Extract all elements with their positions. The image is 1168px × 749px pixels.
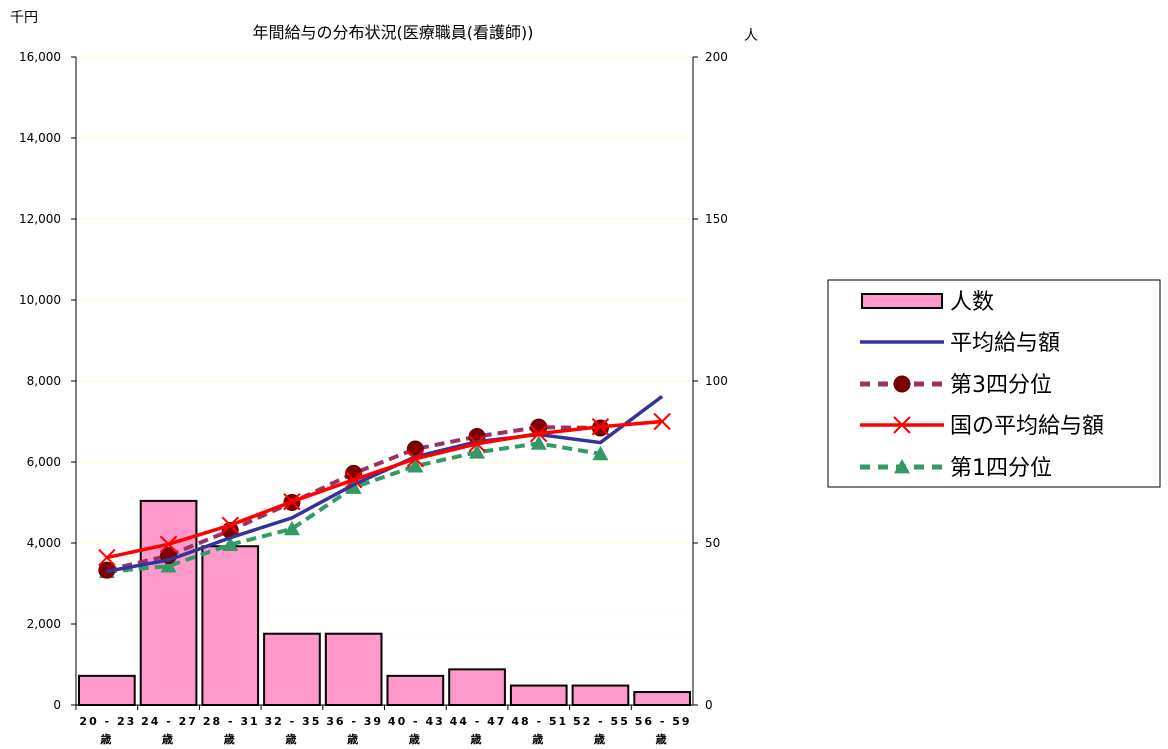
bar-ninzu [448,668,506,706]
x-tick-label-unit: 歳 [100,732,113,746]
x-tick-label-range: 24 - 27 [141,715,198,728]
series-line-national-avg [106,419,663,560]
x-tick-label-range: 36 - 39 [326,715,383,728]
x-tick-label-range: 32 - 35 [265,715,322,728]
point-national-avg [221,516,239,534]
point-national-avg [530,424,548,443]
x-tick-label-range: 52 - 55 [573,715,630,728]
legend-label-national-avg: 国の平均給与額 [950,414,1104,439]
y-right-tick-label: 50 [705,536,720,550]
y-right-tick-label: 150 [705,212,728,226]
point-q1 [345,479,362,494]
legend-label-avg-salary: 平均給与額 [950,331,1060,356]
x-tick-label-range: 48 - 51 [511,715,568,728]
point-national-avg [344,471,363,489]
point-q1 [407,458,424,473]
point-q1 [222,536,239,552]
y-right-tick-label: 100 [705,374,728,388]
y-left-tick-label: 4,000 [27,536,61,550]
bar-ninzu [263,632,321,706]
x-tick-label-range: 44 - 47 [450,715,507,728]
point-q1 [530,435,547,450]
bar-ninzu [201,545,260,706]
x-tick-label-unit: 歳 [532,732,545,746]
bar-ninzu [139,499,198,706]
legend-label-q1: 第1四分位 [950,456,1052,481]
x-tick-label-unit: 歳 [285,732,298,746]
x-tick-label-range: 40 - 43 [388,715,445,728]
x-tick-label-unit: 歳 [409,732,422,746]
y-axis-left-unit: 千円 [10,10,38,26]
y-left-tick-label: 10,000 [19,293,61,307]
bar-ninzu [386,674,445,707]
y-left-tick-label: 14,000 [19,131,61,145]
y-left-tick-label: 0 [53,698,61,712]
point-national-avg [591,418,610,436]
point-q1 [469,444,486,459]
bar-ninzu [324,632,383,706]
point-national-avg [283,492,301,511]
point-q1 [160,558,177,573]
legend-marker-q3 [893,375,911,393]
y-left-tick-label: 16,000 [19,50,61,64]
bar-series [78,499,691,707]
legend-label-q3: 第3四分位 [950,373,1052,398]
y-axis-right-unit: 人 [744,28,758,44]
legend-marker-national-avg [893,416,911,434]
bar-ninzu [509,684,568,706]
legend-label-ninzu: 人数 [950,290,994,315]
x-tick-label-unit: 歳 [347,732,360,746]
chart-title: 年間給与の分布状況(医療職員(看護師)) [253,23,534,42]
bar-ninzu [571,684,630,706]
bar-ninzu [78,674,136,707]
y-left-tick-label: 2,000 [27,617,61,631]
legend-swatch-ninzu [861,293,943,309]
x-tick-label-unit: 歳 [594,732,607,746]
point-national-avg [98,548,116,567]
legend-marker-q1 [894,459,910,474]
y-right-tick-label: 200 [705,50,728,64]
x-tick-label-unit: 歳 [471,732,484,746]
y-left-tick-label: 12,000 [19,212,61,226]
bar-ninzu [633,691,691,706]
x-tick-label-unit: 歳 [224,732,237,746]
x-tick-label-range: 20 - 23 [79,715,136,728]
axes [71,56,698,710]
x-tick-label-range: 28 - 31 [203,715,260,728]
point-national-avg [468,435,486,453]
x-tick-label-unit: 歳 [656,732,669,746]
point-national-avg [159,535,178,553]
line-series [98,394,671,579]
point-q1 [592,445,609,461]
x-tick-label-unit: 歳 [162,732,175,746]
y-left-tick-label: 6,000 [27,455,61,469]
x-tick-label-range: 56 - 59 [635,715,692,728]
tick-labels: 0 2,000 4,000 6,000 8,000 10,000 12,000 14,000 1… [19,50,728,746]
point-national-avg [406,450,425,468]
point-q1 [283,520,300,536]
point-national-avg [653,412,671,431]
y-left-tick-label: 8,000 [27,374,61,388]
y-right-tick-label: 0 [705,698,713,712]
